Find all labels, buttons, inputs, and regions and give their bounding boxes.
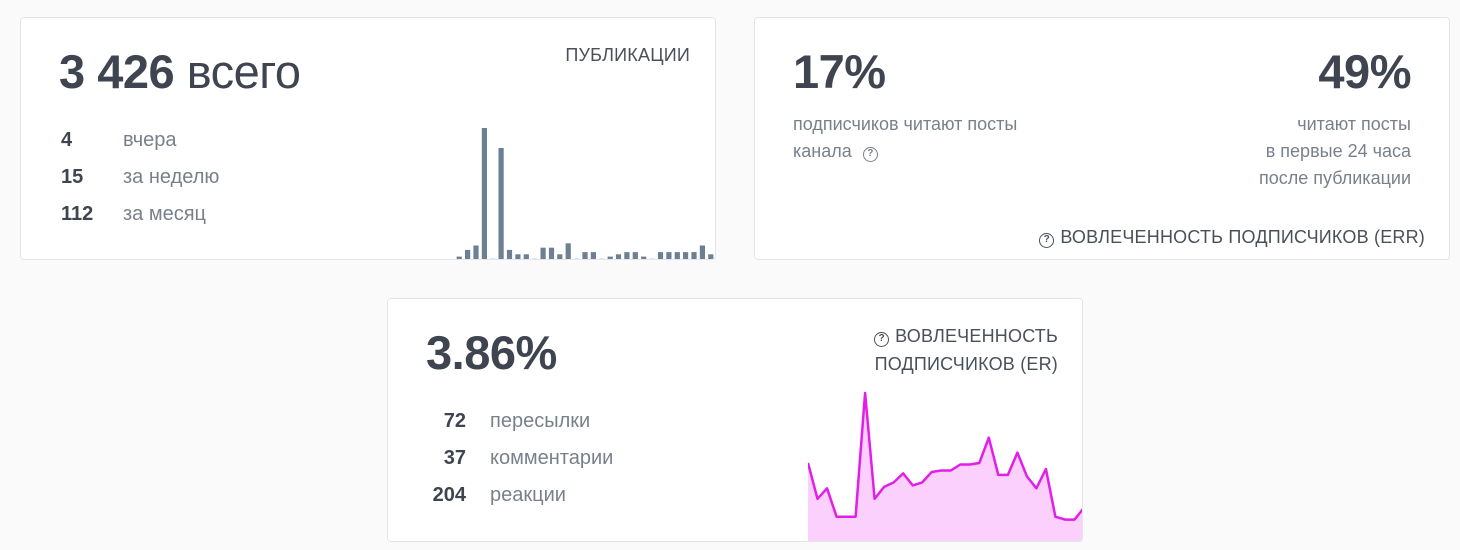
help-icon[interactable]: ? bbox=[862, 147, 878, 162]
help-icon[interactable]: ? bbox=[874, 332, 890, 347]
stat-row: 15 за неделю bbox=[61, 167, 219, 187]
er-value: 3.86% bbox=[426, 326, 557, 379]
bar bbox=[666, 252, 672, 259]
publications-total-suffix: всего bbox=[186, 45, 301, 98]
stat-label: комментарии bbox=[490, 447, 614, 469]
stat-row: 37 комментарии bbox=[426, 447, 614, 469]
bar bbox=[473, 245, 479, 259]
bar bbox=[632, 252, 638, 259]
er-section-label-line: ? ВОВЛЕЧЕННОСТЬ bbox=[874, 322, 1058, 350]
bar bbox=[481, 128, 487, 259]
er-area-chart bbox=[808, 391, 1082, 541]
bar bbox=[641, 256, 647, 259]
bar bbox=[615, 254, 622, 259]
err-right-desc-line: в первые 24 часа bbox=[1265, 141, 1411, 161]
stat-value: 204 bbox=[432, 484, 466, 506]
err-right-value: 49% bbox=[1318, 45, 1411, 98]
err-section-label-text: ВОВЛЕЧЕННОСТЬ ПОДПИСЧИКОВ (ERR) bbox=[1060, 227, 1425, 247]
series-line bbox=[808, 391, 1082, 521]
bar bbox=[699, 245, 705, 259]
bar bbox=[574, 258, 580, 259]
err-left-desc-line: канала ? bbox=[793, 138, 1017, 165]
err-right-description: читают посты в первые 24 часа после публ… bbox=[1259, 111, 1411, 192]
bar bbox=[708, 254, 714, 259]
err-left-description: подписчиков читают посты канала ? bbox=[793, 111, 1017, 165]
stat-value: 37 bbox=[443, 447, 466, 469]
stat-label: вчера bbox=[123, 129, 177, 151]
bar bbox=[683, 252, 689, 259]
bar bbox=[532, 258, 538, 259]
bar bbox=[490, 258, 496, 259]
area-fill bbox=[808, 393, 1082, 541]
publications-total-value: 3 426 bbox=[59, 45, 175, 98]
stat-row: 72 пересылки bbox=[426, 411, 590, 431]
stat-row: 204 реакции bbox=[426, 485, 566, 505]
bar bbox=[557, 254, 563, 259]
bar bbox=[548, 247, 555, 259]
err-right-desc-line: после публикации bbox=[1259, 168, 1411, 188]
er-card: 3.86% ? ВОВЛЕЧЕННОСТЬ ПОДПИСЧИКОВ (ER) 72… bbox=[387, 298, 1083, 542]
stat-row: 112 за месяц bbox=[61, 204, 206, 224]
publications-total: 3 426 всего bbox=[59, 48, 301, 95]
bar bbox=[498, 148, 504, 259]
bar bbox=[465, 249, 471, 259]
bar bbox=[674, 252, 680, 259]
stat-value: 15 bbox=[61, 166, 84, 188]
stat-label: за месяц bbox=[123, 203, 207, 225]
bar bbox=[506, 249, 513, 259]
err-left-desc-text: канала bbox=[793, 141, 852, 161]
bar bbox=[590, 252, 596, 259]
bar bbox=[599, 258, 605, 259]
publications-card: 3 426 всего ПУБЛИКАЦИИ 4 вчера 15 за нед… bbox=[20, 17, 716, 260]
err-card: 17% подписчиков читают посты канала ? 49… bbox=[754, 17, 1450, 260]
err-right-desc-line: читают посты bbox=[1297, 114, 1411, 134]
publications-section-label: ПУБЛИКАЦИИ bbox=[565, 45, 690, 65]
err-section-label[interactable]: ? ВОВЛЕЧЕННОСТЬ ПОДПИСЧИКОВ (ERR) bbox=[1039, 223, 1425, 251]
bar bbox=[657, 252, 664, 259]
er-section-label-text: ВОВЛЕЧЕННОСТЬ bbox=[895, 326, 1058, 346]
err-left-desc-line: подписчиков читают посты bbox=[793, 114, 1018, 134]
stat-label: реакции bbox=[490, 484, 566, 506]
bar bbox=[565, 243, 571, 259]
bar bbox=[515, 254, 521, 259]
bar bbox=[523, 254, 529, 259]
bar bbox=[607, 256, 613, 259]
bar bbox=[456, 256, 462, 259]
er-section-label[interactable]: ? ВОВЛЕЧЕННОСТЬ ПОДПИСЧИКОВ (ER) bbox=[874, 322, 1058, 378]
er-section-label-line: ПОДПИСЧИКОВ (ER) bbox=[874, 354, 1058, 374]
stat-value: 112 bbox=[61, 203, 94, 225]
bar bbox=[624, 252, 630, 259]
stat-value: 4 bbox=[61, 129, 73, 151]
bar bbox=[540, 247, 546, 259]
stat-label: за неделю bbox=[123, 166, 220, 188]
help-icon[interactable]: ? bbox=[1039, 233, 1055, 248]
err-left-value: 17% bbox=[793, 45, 886, 98]
stat-label: пересылки bbox=[490, 410, 591, 432]
bar bbox=[649, 258, 655, 259]
stat-value: 72 bbox=[443, 410, 466, 432]
publications-bar-chart bbox=[456, 128, 714, 259]
stat-row: 4 вчера bbox=[61, 130, 177, 150]
bar bbox=[582, 252, 588, 259]
bar bbox=[691, 252, 697, 259]
